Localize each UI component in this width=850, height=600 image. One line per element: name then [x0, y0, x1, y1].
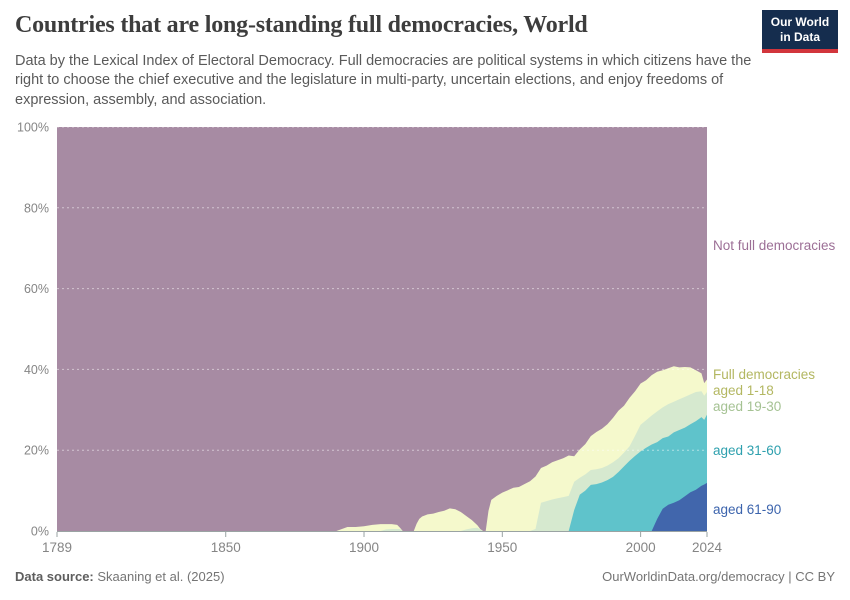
data-source-label: Data source: [15, 569, 94, 584]
y-tick-label: 60% [24, 282, 49, 296]
area-aged-1-18[interactable] [57, 366, 707, 531]
x-tick-label: 1900 [349, 540, 379, 555]
series-label-aged-31-60[interactable]: aged 31-60 [713, 443, 782, 458]
x-tick-label: 1789 [42, 540, 72, 555]
x-tick-label: 2024 [692, 540, 723, 555]
footer-license-link[interactable]: OurWorldinData.org/democracy | CC BY [602, 569, 835, 584]
y-tick-label: 100% [17, 121, 49, 135]
owid-logo-line2: in Data [779, 30, 820, 44]
y-tick-label: 40% [24, 363, 49, 377]
x-tick-label: 2000 [626, 540, 656, 555]
x-tick-label: 1950 [487, 540, 517, 555]
owid-logo-line1: Our World [770, 15, 830, 29]
y-tick-label: 0% [31, 525, 49, 539]
page-title: Countries that are long-standing full de… [15, 12, 588, 38]
data-source-note: Data source: Skaaning et al. (2025) [15, 569, 225, 584]
x-tick-label: 1850 [211, 540, 241, 555]
series-label-full-democracies-aged-1-18[interactable]: Full democracies aged 1-18 [713, 367, 816, 398]
series-label-aged-61-90[interactable]: aged 61-90 [713, 502, 782, 517]
series-label-not-full-democracies[interactable]: Not full democracies [713, 238, 836, 253]
y-tick-label: 20% [24, 444, 49, 458]
data-source-value: Skaaning et al. (2025) [93, 569, 225, 584]
series-label-aged-19-30[interactable]: aged 19-30 [713, 399, 782, 414]
y-tick-label: 80% [24, 201, 49, 215]
chart-footer: Data source: Skaaning et al. (2025) OurW… [15, 569, 835, 584]
stacked-area-chart[interactable]: 1789 1850 1900 1950 2000 2024 0% 20% 40% 60% 80% 10… [0, 120, 850, 560]
owid-logo[interactable]: Our World in Data [762, 10, 838, 53]
page-subtitle: Data by the Lexical Index of Electoral D… [15, 53, 752, 108]
area-aged-31-60[interactable] [57, 414, 707, 531]
